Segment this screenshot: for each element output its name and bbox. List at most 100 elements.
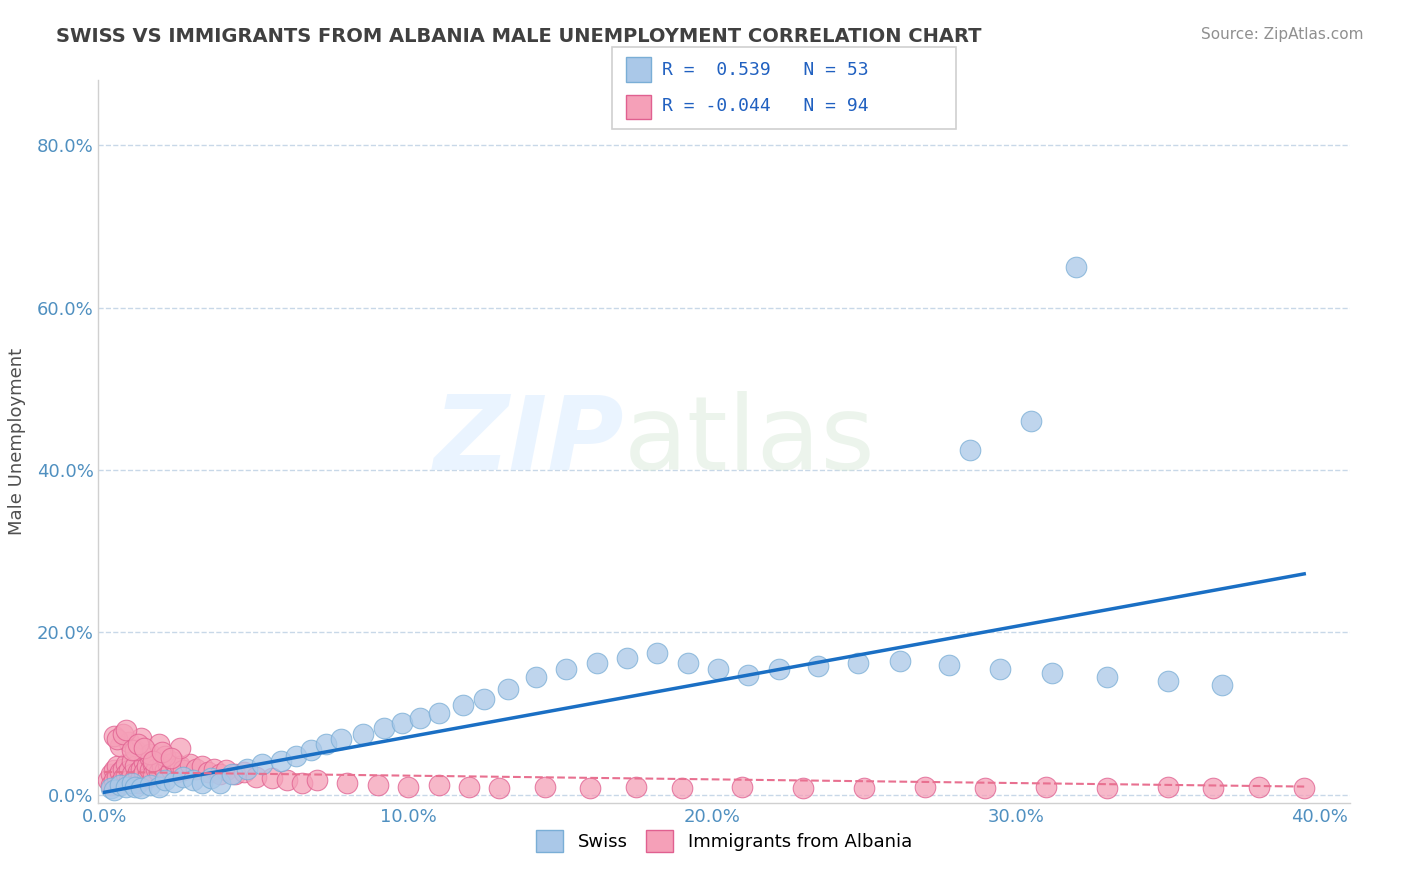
Point bbox=[150, 759, 173, 773]
Point bbox=[472, 692, 495, 706]
Point bbox=[1247, 780, 1270, 794]
Point bbox=[155, 748, 177, 763]
Point bbox=[103, 729, 125, 743]
Point bbox=[624, 780, 647, 794]
Point bbox=[707, 662, 730, 676]
Point bbox=[181, 773, 204, 788]
Point bbox=[959, 442, 981, 457]
Point bbox=[336, 775, 359, 789]
Point bbox=[148, 780, 170, 794]
Text: atlas: atlas bbox=[624, 391, 876, 492]
Point bbox=[1156, 673, 1178, 688]
Point bbox=[142, 767, 165, 781]
Point bbox=[121, 743, 143, 757]
Point bbox=[111, 762, 134, 776]
Point bbox=[1035, 780, 1057, 794]
Point bbox=[124, 743, 146, 757]
Point bbox=[270, 754, 292, 768]
Point bbox=[108, 775, 131, 789]
Point bbox=[291, 775, 314, 789]
Point bbox=[160, 751, 183, 765]
Point bbox=[1202, 781, 1225, 796]
Point bbox=[208, 767, 231, 781]
Point bbox=[616, 651, 638, 665]
Point bbox=[105, 759, 128, 773]
Point bbox=[103, 764, 125, 778]
Point bbox=[118, 735, 141, 749]
Point bbox=[236, 762, 259, 776]
Point bbox=[852, 781, 875, 796]
Point bbox=[190, 759, 212, 773]
Point bbox=[534, 780, 557, 794]
Point bbox=[124, 780, 146, 794]
Point bbox=[114, 723, 136, 737]
Point bbox=[990, 662, 1012, 676]
Point bbox=[233, 764, 256, 779]
Text: SWISS VS IMMIGRANTS FROM ALBANIA MALE UNEMPLOYMENT CORRELATION CHART: SWISS VS IMMIGRANTS FROM ALBANIA MALE UN… bbox=[56, 27, 981, 45]
Point bbox=[157, 756, 180, 771]
Point bbox=[458, 780, 481, 794]
Point bbox=[121, 767, 143, 781]
Point bbox=[427, 706, 450, 721]
Point bbox=[114, 780, 136, 794]
Point bbox=[1156, 780, 1178, 794]
Point bbox=[221, 767, 243, 781]
Point bbox=[1095, 670, 1118, 684]
Point bbox=[142, 756, 165, 771]
Point bbox=[136, 759, 159, 773]
Point bbox=[260, 772, 283, 786]
Point bbox=[108, 764, 131, 779]
Point bbox=[451, 698, 474, 713]
Point bbox=[103, 782, 125, 797]
Point bbox=[224, 767, 246, 781]
Point bbox=[163, 774, 186, 789]
Point bbox=[409, 710, 432, 724]
Point bbox=[139, 778, 162, 792]
Point bbox=[166, 764, 188, 779]
Point bbox=[737, 667, 759, 681]
Point bbox=[172, 770, 194, 784]
Point bbox=[169, 740, 191, 755]
Point bbox=[100, 767, 122, 781]
Point bbox=[1095, 781, 1118, 796]
Point bbox=[671, 781, 693, 796]
Point bbox=[155, 773, 177, 788]
Point bbox=[145, 762, 167, 776]
Legend: Swiss, Immigrants from Albania: Swiss, Immigrants from Albania bbox=[529, 822, 920, 859]
Point bbox=[100, 778, 122, 792]
Point bbox=[792, 781, 814, 796]
Point bbox=[155, 764, 177, 778]
Point bbox=[129, 781, 152, 796]
Point bbox=[139, 747, 162, 761]
Point bbox=[299, 743, 322, 757]
Point bbox=[579, 781, 602, 796]
Point bbox=[889, 654, 911, 668]
Point bbox=[148, 764, 170, 779]
Point bbox=[105, 770, 128, 784]
Text: R =  0.539   N = 53: R = 0.539 N = 53 bbox=[662, 62, 869, 79]
Point bbox=[1066, 260, 1088, 274]
Point bbox=[169, 759, 191, 773]
Point bbox=[1294, 781, 1316, 796]
Point bbox=[132, 740, 155, 755]
Point bbox=[245, 770, 267, 784]
Point bbox=[111, 772, 134, 786]
Point bbox=[427, 778, 450, 792]
Point bbox=[202, 762, 225, 776]
Point bbox=[352, 727, 374, 741]
Point bbox=[132, 764, 155, 779]
Point bbox=[127, 764, 149, 779]
Point bbox=[645, 646, 668, 660]
Point bbox=[190, 776, 212, 790]
Point bbox=[731, 780, 754, 794]
Point bbox=[488, 781, 510, 796]
Point bbox=[163, 755, 186, 769]
Point bbox=[148, 737, 170, 751]
Point bbox=[184, 762, 207, 776]
Point bbox=[555, 662, 578, 676]
Point bbox=[846, 656, 869, 670]
Point bbox=[139, 751, 162, 765]
Text: ZIP: ZIP bbox=[433, 391, 624, 492]
Point bbox=[124, 759, 146, 773]
Point bbox=[118, 773, 141, 788]
